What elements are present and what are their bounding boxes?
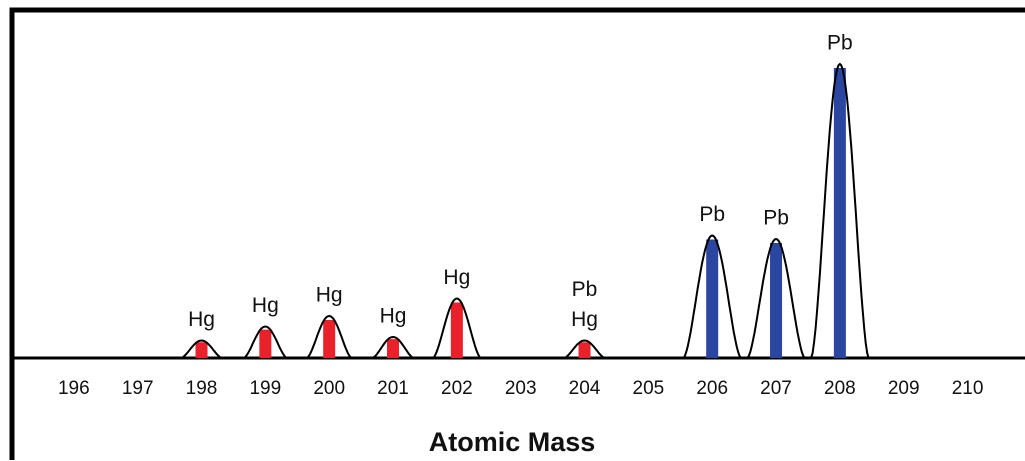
- peak-curve: [746, 237, 806, 359]
- peak-label: Pb: [699, 203, 725, 226]
- x-tick-label: 204: [569, 378, 601, 399]
- x-tick-label: 199: [249, 378, 281, 399]
- x-axis-title: Atomic Mass: [429, 427, 596, 457]
- peak-curve: [682, 234, 742, 359]
- x-tick-label: 206: [696, 378, 728, 399]
- peak-label: Hg: [316, 284, 343, 307]
- x-tick-label: 197: [122, 378, 154, 399]
- peak-bar: [195, 342, 208, 358]
- x-tick-label: 208: [824, 378, 856, 399]
- peak-bar: [833, 68, 846, 358]
- peak-curve: [563, 339, 606, 359]
- peak-bar: [578, 342, 591, 358]
- x-tick-label: 205: [633, 378, 665, 399]
- peak-bar: [450, 302, 463, 358]
- x-tick-label: 201: [377, 378, 409, 399]
- x-tick-label: 210: [952, 378, 984, 399]
- peak-bar: [259, 329, 272, 358]
- peak-label: Hg: [188, 308, 215, 331]
- x-tick-label: 209: [888, 378, 920, 399]
- peak-curve: [432, 297, 482, 359]
- peak-label: Hg: [571, 308, 598, 331]
- peak-label: Pb: [827, 32, 853, 55]
- peak-label: Hg: [380, 305, 407, 328]
- peak-label: Pb: [572, 278, 598, 301]
- peak-label: Hg: [252, 294, 279, 317]
- peak-curve: [306, 314, 353, 359]
- peak-curve: [180, 339, 223, 359]
- peak-bar: [706, 239, 719, 358]
- peak-curve: [810, 62, 870, 359]
- peak-bar: [387, 339, 400, 358]
- peak-curve: [371, 335, 415, 359]
- x-tick-label: 198: [186, 378, 218, 399]
- peak-label: Pb: [763, 207, 789, 230]
- x-tick-label: 207: [760, 378, 792, 399]
- x-tick-label: 196: [58, 378, 90, 399]
- peak-label: Hg: [443, 266, 470, 289]
- x-tick-label: 202: [441, 378, 473, 399]
- peak-bar: [770, 243, 783, 358]
- peak-curve: [243, 325, 288, 359]
- frame: [9, 7, 1025, 460]
- peak-bar: [323, 320, 336, 358]
- x-tick-label: 203: [505, 378, 537, 399]
- x-tick-label: 200: [313, 378, 345, 399]
